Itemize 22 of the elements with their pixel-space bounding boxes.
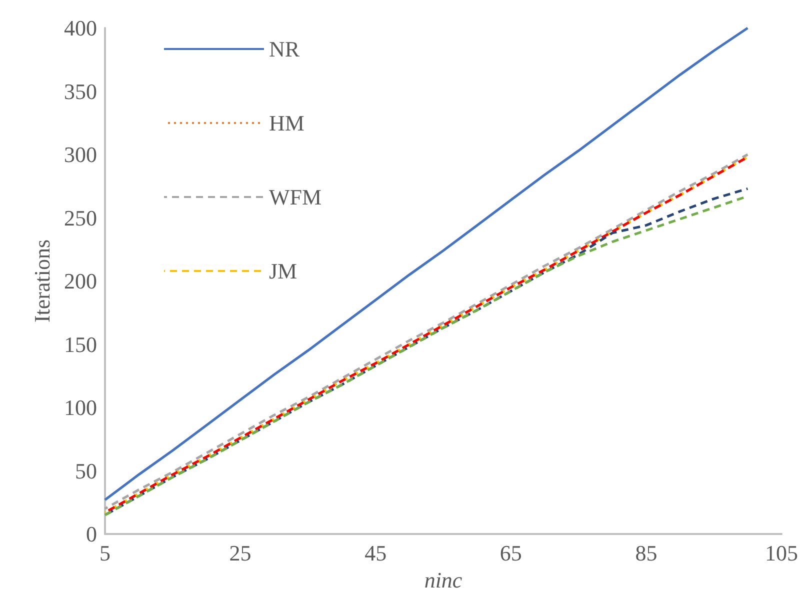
y-tick-label: 200 [64,268,97,294]
x-tick-label: 105 [765,540,798,566]
y-tick-label: 300 [64,142,97,167]
legend-label: HM [269,110,304,136]
y-tick-label: 0 [86,522,97,546]
legend-label: WFM [269,184,322,210]
y-tick-label: 350 [64,78,97,104]
x-tick-label: 45 [364,540,387,566]
x-tick-label: 25 [229,540,252,566]
y-tick-label: 100 [64,395,97,420]
legend-label: NR [269,36,300,62]
x-tick-label: 5 [100,540,110,566]
y-axis-title: Iterations [30,239,55,323]
y-tick-label: 150 [64,332,97,357]
y-tick-label: 50 [75,458,97,484]
line-series [104,26,749,502]
legend-label: JM [269,258,298,284]
x-axis-title: ninc [424,567,462,592]
x-tick-label: 85 [635,540,658,566]
y-tick-label: 400 [64,16,97,40]
y-tick-label: 250 [64,205,97,230]
x-tick-label: 65 [500,540,522,566]
